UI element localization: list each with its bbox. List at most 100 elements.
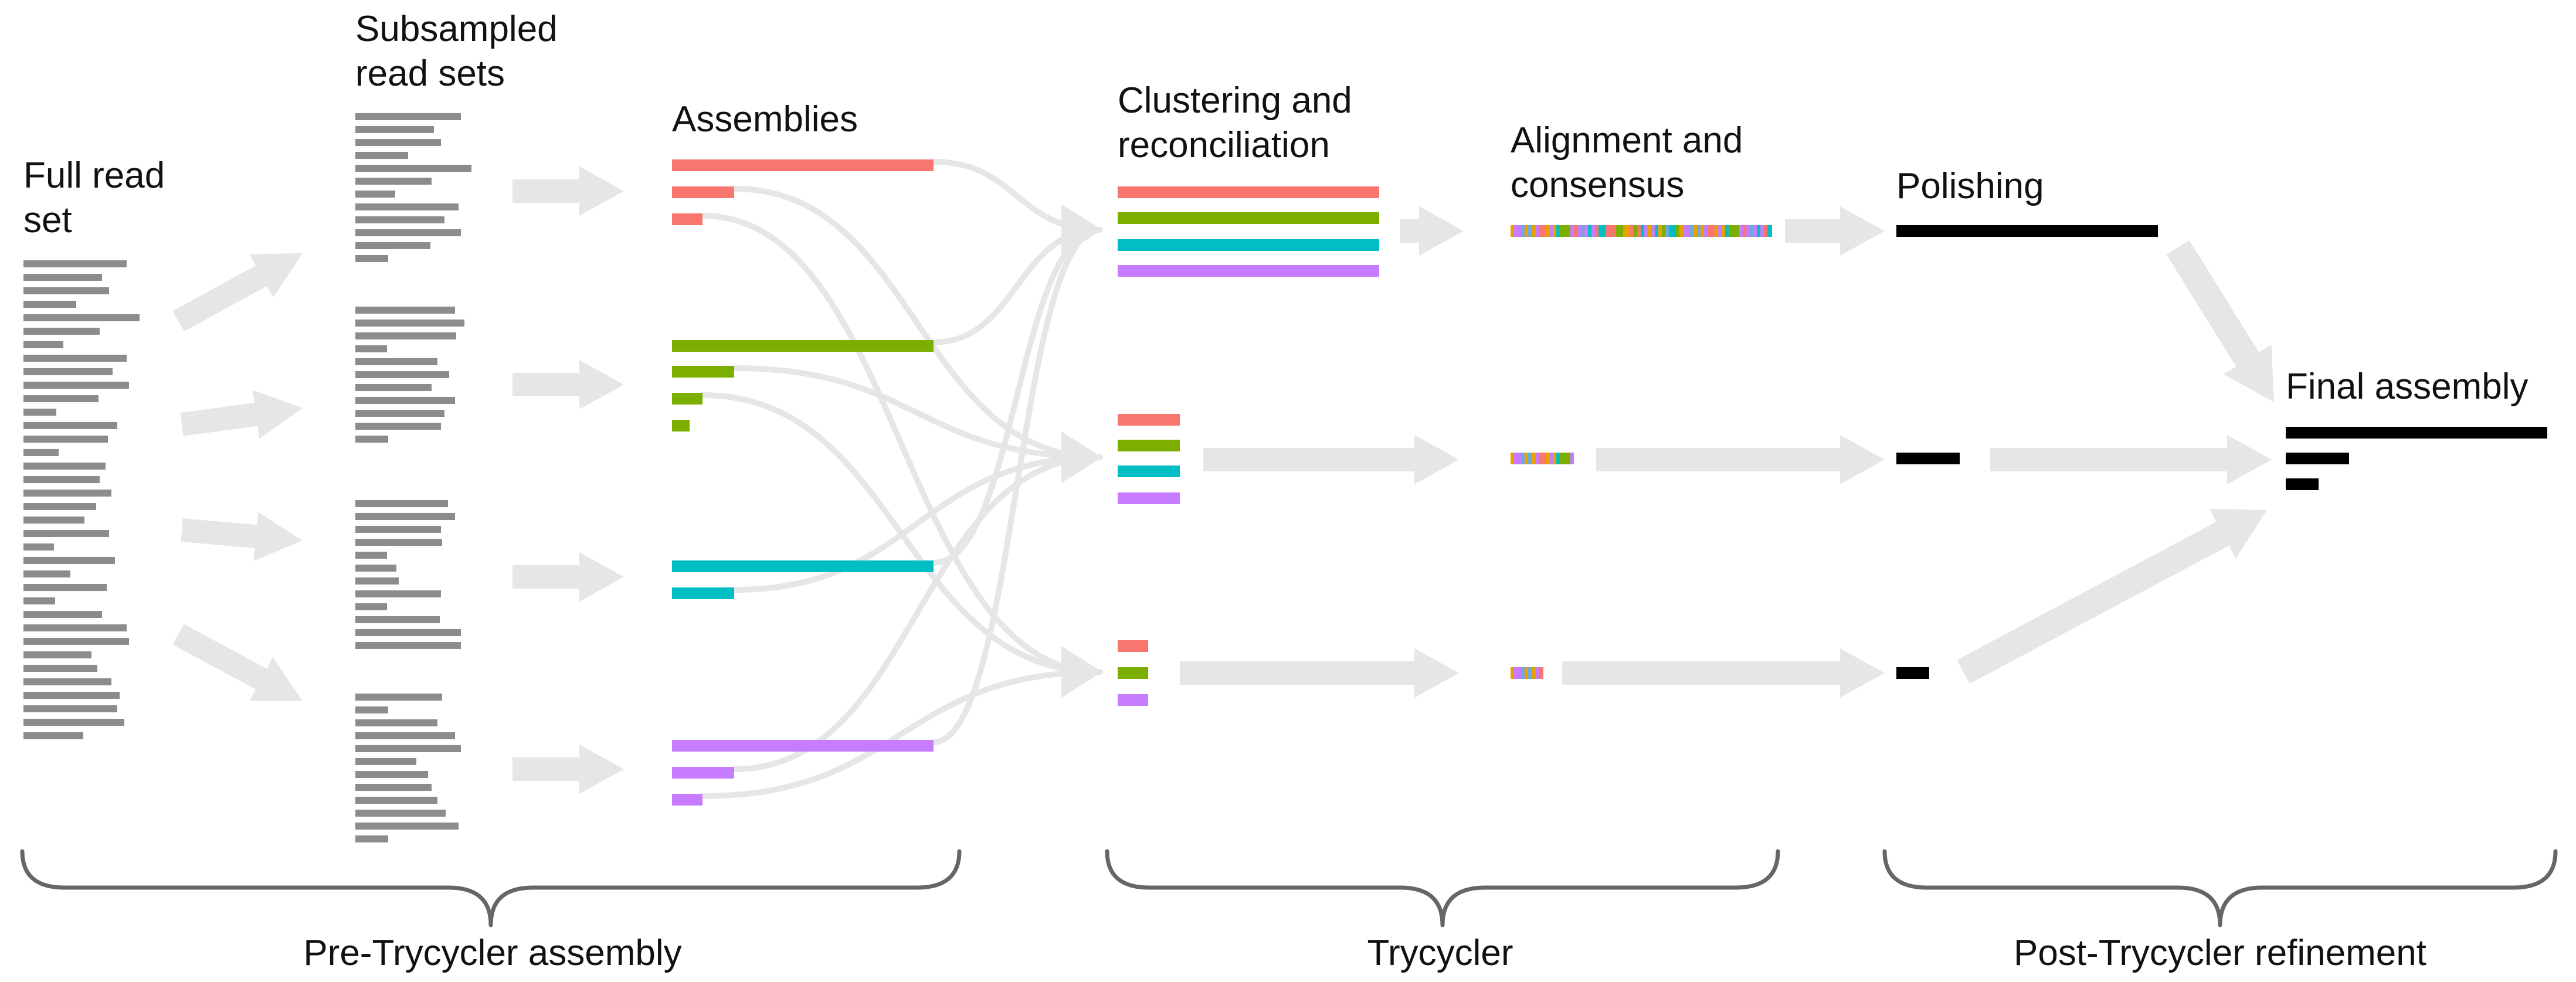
final-assembly-label: Final assembly	[2286, 365, 2528, 409]
final-contig	[2286, 478, 2319, 490]
read-bar	[23, 395, 99, 402]
subsampled-read-bar	[355, 384, 432, 391]
consensus-stripe	[1672, 225, 1676, 237]
arrow-cluster-to-alignment	[1203, 435, 1459, 484]
subsampled-read-bar	[355, 797, 437, 804]
consensus-stripe	[1560, 225, 1563, 237]
consensus-stripe	[1760, 225, 1764, 237]
consensus-stripe	[1511, 225, 1514, 237]
subsampled-read-bar	[355, 410, 444, 417]
consensus-stripe	[1767, 225, 1771, 237]
arrow-subsample-to-assembly	[513, 745, 624, 794]
subsampled-read-bar	[355, 178, 432, 185]
consensus-stripe	[1662, 225, 1665, 237]
cluster-contig-green	[1118, 212, 1379, 224]
arrow-subsample-to-assembly	[513, 360, 624, 409]
consensus-stripe	[1532, 225, 1535, 237]
contig-bars	[672, 159, 2547, 806]
flow-curve	[731, 186, 1103, 460]
subsampled-read-bar	[355, 616, 440, 623]
consensus-stripe	[1514, 225, 1518, 237]
subsampled-read-bar	[355, 307, 455, 314]
subsampled-read-bar	[355, 397, 455, 404]
flow-arrowhead	[1061, 431, 1102, 483]
cluster-contig-green	[1118, 667, 1148, 679]
consensus-stripe	[1644, 225, 1648, 237]
consensus-stripe	[1535, 453, 1539, 464]
consensus-bar	[1511, 225, 1772, 237]
subsampled-read-bar	[355, 513, 455, 520]
subsampled-read-bar	[355, 526, 441, 533]
subsampled-read-bar	[355, 242, 430, 249]
arrow-cluster-to-alignment	[1180, 648, 1459, 698]
arrow-polishing-to-final	[1990, 435, 2272, 484]
read-bar	[23, 543, 54, 551]
consensus-stripe	[1521, 225, 1525, 237]
consensus-stripe	[1511, 667, 1514, 679]
consensus-stripe	[1518, 225, 1521, 237]
consensus-stripe	[1532, 453, 1535, 464]
consensus-stripe	[1620, 225, 1623, 237]
consensus-stripe	[1704, 225, 1708, 237]
consensus-stripe	[1595, 225, 1598, 237]
full-read-set-label-line1: Full read	[23, 155, 165, 196]
arrow-full-to-subsample	[172, 624, 303, 701]
read-bar	[23, 301, 76, 308]
group-label-trycycler: Trycycler	[1367, 933, 1513, 973]
cluster-contig-red	[1118, 640, 1148, 652]
subsampled-read-bar	[355, 758, 416, 765]
subsampled-read-bar	[355, 642, 461, 649]
consensus-stripe	[1525, 453, 1528, 464]
consensus-stripe	[1641, 225, 1644, 237]
consensus-stripe	[1528, 225, 1532, 237]
consensus-stripe	[1581, 225, 1584, 237]
consensus-stripe	[1528, 453, 1532, 464]
subsampled-read-bar	[355, 565, 396, 572]
assemblies-label: Assemblies	[672, 97, 858, 142]
consensus-stripe	[1658, 225, 1662, 237]
subsampled-read-bar	[355, 629, 461, 636]
read-bar	[23, 314, 140, 321]
consensus-stripe	[1676, 225, 1679, 237]
subsampled-read-bar	[355, 577, 399, 585]
consensus-stripe	[1627, 225, 1630, 237]
subsampled-read-bar	[355, 216, 444, 223]
consensus-stripe	[1584, 225, 1588, 237]
consensus-stripe	[1535, 667, 1539, 679]
consensus-stripe	[1665, 225, 1669, 237]
polished-contig	[1896, 667, 1929, 679]
group-label-post: Post-Trycycler refinement	[2014, 933, 2426, 973]
consensus-stripe	[1542, 667, 1543, 679]
assembly-contig-green	[672, 420, 690, 431]
consensus-stripe	[1771, 225, 1772, 237]
read-bar	[23, 570, 70, 577]
consensus-stripe	[1577, 225, 1581, 237]
read-bar	[23, 503, 96, 510]
subsampled-read-bar	[355, 732, 455, 739]
arrow-subsample-to-assembly	[513, 552, 624, 602]
cluster-contig-cyan	[1118, 239, 1379, 251]
subsampled-read-bar	[355, 423, 441, 430]
consensus-stripe	[1542, 453, 1546, 464]
arrow-alignment-to-polishing	[1785, 206, 1885, 256]
consensus-stripe	[1553, 225, 1556, 237]
full-read-set-label-line2: set	[23, 200, 72, 240]
consensus-stripe	[1753, 225, 1757, 237]
arrow-subsample-to-assembly	[513, 167, 624, 216]
consensus-stripe	[1623, 225, 1627, 237]
consensus-stripe	[1757, 225, 1760, 237]
consensus-stripe	[1609, 225, 1613, 237]
read-bar	[23, 597, 55, 604]
consensus-stripe	[1539, 225, 1542, 237]
consensus-stripe	[1637, 225, 1641, 237]
read-bar	[23, 678, 111, 685]
arrow-polishing-to-final	[2166, 240, 2274, 402]
arrow-alignment-to-polishing	[1562, 648, 1885, 698]
read-bar	[23, 436, 108, 443]
assembly-contig-red	[672, 186, 734, 198]
consensus-stripe	[1511, 453, 1514, 464]
consensus-stripe	[1518, 667, 1521, 679]
assembly-contig-purple	[672, 767, 734, 779]
consensus-stripe	[1518, 453, 1521, 464]
